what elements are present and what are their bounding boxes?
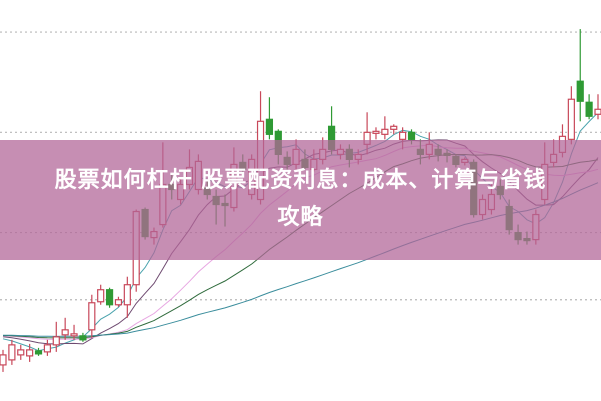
candle-up [399,131,407,140]
candle-down [407,131,416,140]
candle-up [26,349,34,357]
candle-up [88,302,96,331]
candle-up [52,336,60,346]
title-line-2: 攻略 [277,205,324,230]
candle-up [390,125,398,130]
candle-up [8,344,16,361]
candle-up [43,344,52,353]
candle-up [0,354,7,366]
candle-up [123,284,131,306]
candle-up [97,289,105,303]
article-title: 股票如何杠杆 股票配资利息：成本、计算与省钱 攻略 [0,162,601,236]
candle-up [372,130,380,134]
candle-up [70,333,78,337]
candle-up [114,299,123,306]
candle-down [79,335,87,341]
candle-down [34,350,43,355]
candle-up [381,128,389,135]
title-banner [0,140,601,260]
candle-down [576,80,584,102]
candle-up [567,98,575,140]
candle-up [594,108,601,115]
candle-down [105,289,114,306]
candle-down [585,101,593,117]
title-line-1: 股票如何杠杆 股票配资利息：成本、计算与省钱 [54,168,547,193]
candle-down [265,118,274,135]
candle-up [17,349,25,356]
candle-up [61,329,69,336]
